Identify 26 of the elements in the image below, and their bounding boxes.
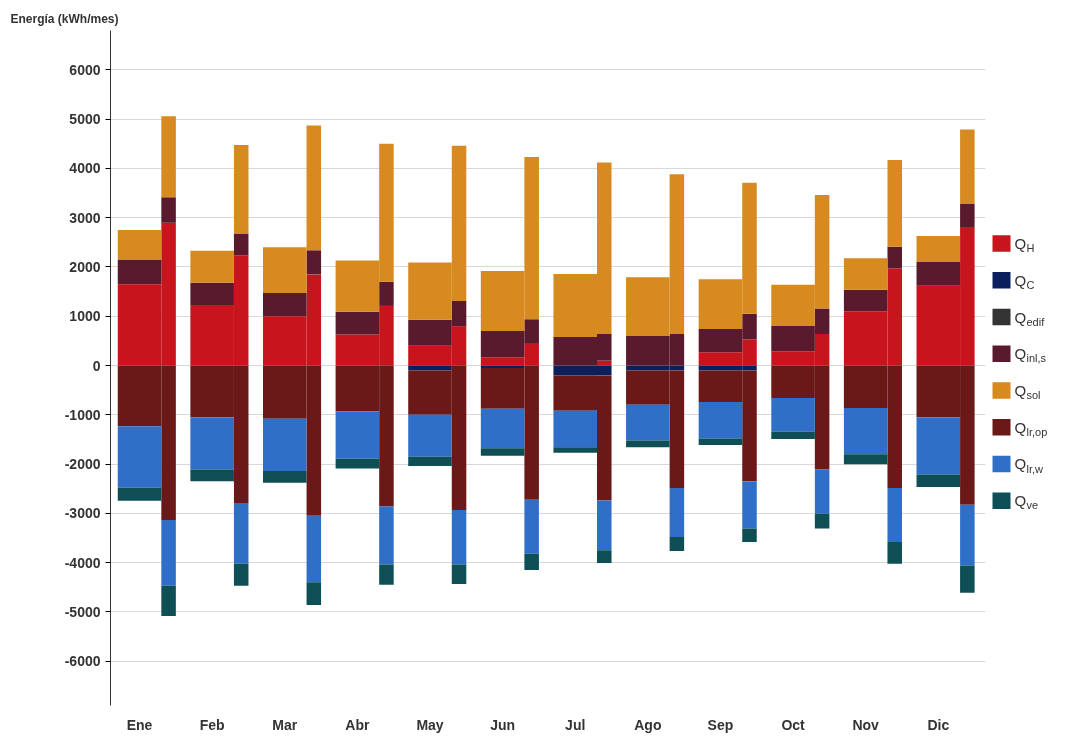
x-tick-label: Mar: [272, 716, 298, 733]
x-tick-label: Jul: [565, 716, 586, 733]
y-tick-label: -3000: [64, 505, 101, 522]
y-tick-label: 3000: [69, 209, 101, 226]
y-tick-label: 6000: [69, 61, 101, 78]
x-tick-label: Jun: [490, 716, 516, 733]
x-tick-label: Nov: [852, 716, 880, 733]
y-tick-label: -1000: [64, 406, 101, 423]
y-tick-label: 1000: [69, 308, 101, 325]
x-tick-label: Oct: [781, 716, 806, 733]
y-tick-label: -4000: [64, 554, 101, 571]
y-tick-label: -5000: [64, 603, 101, 620]
y-tick-label: -2000: [64, 456, 101, 473]
y-tick-label: 5000: [69, 111, 101, 128]
x-tick-label: Abr: [345, 716, 370, 733]
x-tick-label: May: [416, 716, 444, 733]
y-tick-label: -6000: [64, 653, 101, 670]
y-tick-label: 4000: [69, 160, 101, 177]
y-tick-label: 0: [92, 357, 101, 374]
x-tick-label: Dic: [927, 716, 950, 733]
x-tick-label: Feb: [199, 716, 225, 733]
x-tick-label: Sep: [707, 716, 734, 733]
y-axis-title: Energía (kWh/mes): [10, 11, 119, 26]
x-tick-label: Ago: [634, 716, 662, 733]
y-tick-label: 2000: [69, 259, 101, 275]
x-tick-label: Ene: [126, 716, 153, 733]
